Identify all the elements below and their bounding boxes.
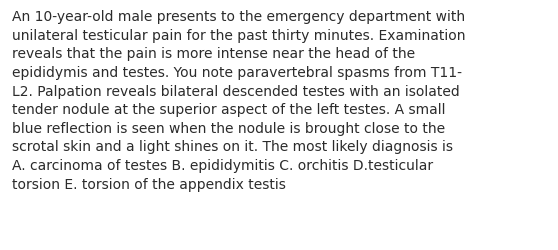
Text: An 10-year-old male presents to the emergency department with
unilateral testicu: An 10-year-old male presents to the emer…: [12, 10, 466, 191]
